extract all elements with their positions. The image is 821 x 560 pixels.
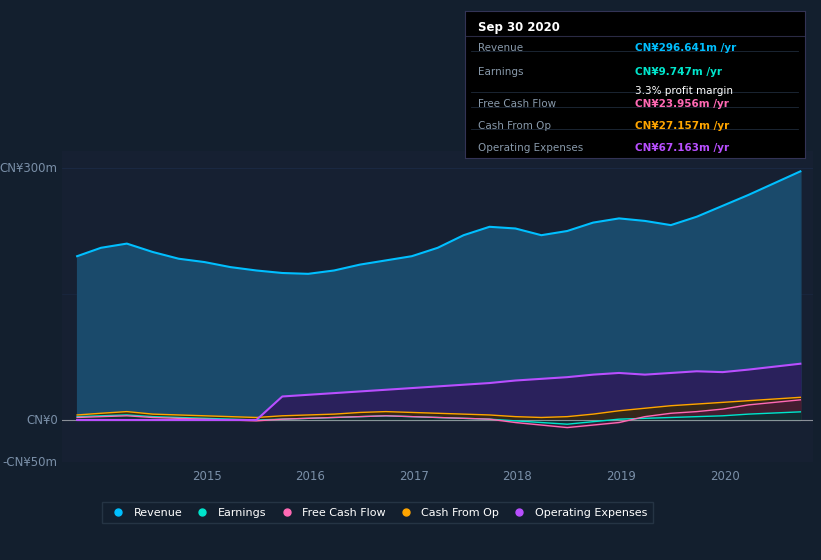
Text: Cash From Op: Cash From Op bbox=[479, 122, 551, 131]
Text: -CN¥50m: -CN¥50m bbox=[2, 455, 57, 469]
Text: Operating Expenses: Operating Expenses bbox=[479, 143, 584, 153]
Text: Earnings: Earnings bbox=[479, 67, 524, 77]
Text: Sep 30 2020: Sep 30 2020 bbox=[479, 21, 560, 35]
Text: 3.3% profit margin: 3.3% profit margin bbox=[635, 86, 732, 96]
Text: CN¥27.157m /yr: CN¥27.157m /yr bbox=[635, 122, 729, 131]
Text: Free Cash Flow: Free Cash Flow bbox=[479, 99, 557, 109]
Text: CN¥67.163m /yr: CN¥67.163m /yr bbox=[635, 143, 729, 153]
Text: CN¥0: CN¥0 bbox=[26, 413, 57, 427]
Text: Revenue: Revenue bbox=[479, 44, 524, 53]
Text: CN¥9.747m /yr: CN¥9.747m /yr bbox=[635, 67, 722, 77]
Text: CN¥23.956m /yr: CN¥23.956m /yr bbox=[635, 99, 728, 109]
Text: CN¥296.641m /yr: CN¥296.641m /yr bbox=[635, 44, 736, 53]
Text: CN¥300m: CN¥300m bbox=[0, 161, 57, 175]
Legend: Revenue, Earnings, Free Cash Flow, Cash From Op, Operating Expenses: Revenue, Earnings, Free Cash Flow, Cash … bbox=[102, 502, 653, 523]
